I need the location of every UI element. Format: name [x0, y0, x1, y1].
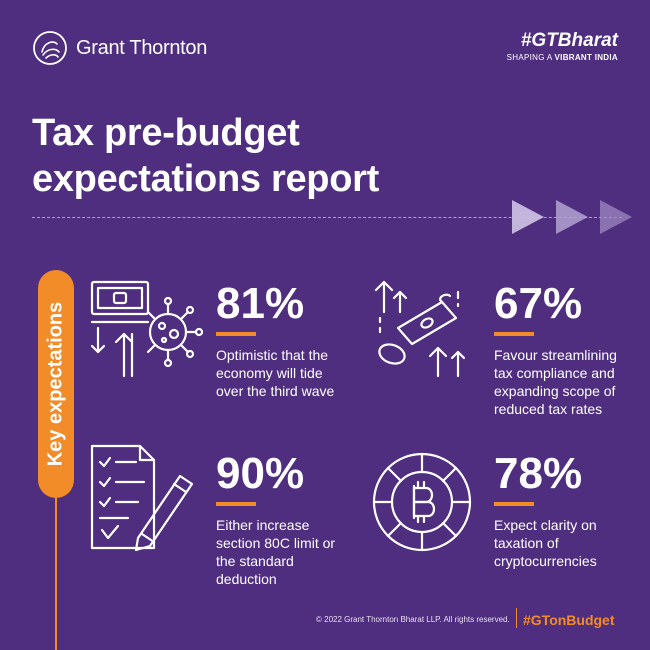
bitcoin-coin-icon — [372, 452, 472, 552]
copyright: © 2022 Grant Thornton Bharat LLP. All ri… — [316, 615, 510, 624]
stat-description: Optimistic that the economy will tide ov… — [216, 346, 334, 400]
desc-line: section 80C limit or — [216, 535, 336, 551]
desc-line: reduced tax rates — [494, 401, 603, 417]
stat-underline — [494, 502, 534, 506]
stat-value: 67% — [494, 279, 583, 328]
stat-underline — [216, 502, 256, 506]
stat-value: 90% — [216, 449, 305, 498]
play-arrow-icon — [512, 200, 544, 234]
play-arrow-icon — [556, 200, 588, 234]
brand-hashtag: #GTBharat — [520, 30, 618, 51]
stat-underline — [216, 332, 256, 336]
desc-line: deduction — [216, 571, 277, 587]
document-pen-icon — [90, 444, 194, 552]
pill-connector-line — [55, 498, 57, 650]
tagline: SHAPING A VIBRANT INDIA — [507, 53, 618, 62]
desc-line: economy will tide — [216, 365, 323, 381]
desc-line: cryptocurrencies — [494, 553, 597, 569]
stat-description: Either increase section 80C limit or the… — [216, 516, 335, 588]
play-arrow-icon — [600, 200, 632, 234]
desc-line: Either increase — [216, 517, 310, 533]
footer-hashtag: #GTonBudget — [523, 612, 615, 628]
side-label: Key expectations — [44, 301, 67, 467]
grant-thornton-logo-icon — [33, 31, 67, 65]
banknote-coin-arrows-icon — [374, 280, 466, 378]
desc-line: over the third wave — [216, 383, 335, 399]
stat-card-78: 78% Expect clarity on taxation of crypto… — [494, 450, 597, 570]
brand-name: Grant Thornton — [76, 36, 208, 59]
desc-line: taxation of — [494, 535, 559, 551]
desc-line: Optimistic that the — [216, 347, 329, 363]
stat-card-90: 90% Either increase section 80C limit or… — [216, 450, 335, 588]
title-line-2: expectations report — [32, 158, 379, 200]
dashed-divider — [32, 217, 622, 218]
stat-card-67: 67% Favour streamlining tax compliance a… — [494, 280, 617, 418]
desc-line: Favour streamlining — [494, 347, 617, 363]
stat-underline — [494, 332, 534, 336]
stat-value: 81% — [216, 279, 305, 328]
stat-description: Expect clarity on taxation of cryptocurr… — [494, 516, 597, 570]
arrows-decoration — [510, 198, 634, 236]
page-title: Tax pre-budget expectations report — [32, 110, 379, 202]
brand-logo: Grant Thornton — [32, 30, 207, 66]
stat-card-81: 81% Optimistic that the economy will tid… — [216, 280, 334, 400]
desc-line: Expect clarity on — [494, 517, 597, 533]
title-line-1: Tax pre-budget — [32, 112, 300, 154]
desc-line: expanding scope of — [494, 383, 616, 399]
footer-separator — [516, 608, 517, 628]
desc-line: tax compliance and — [494, 365, 615, 381]
stat-description: Favour streamlining tax compliance and e… — [494, 346, 617, 418]
desc-line: the standard — [216, 553, 294, 569]
hashtag-block: #GTBharat SHAPING A VIBRANT INDIA — [507, 30, 618, 62]
stat-value: 78% — [494, 449, 583, 498]
tagline-bold: VIBRANT INDIA — [554, 53, 618, 62]
tagline-prefix: SHAPING A — [506, 53, 555, 62]
money-virus-icon — [90, 280, 203, 378]
key-expectations-pill: Key expectations — [38, 270, 74, 498]
